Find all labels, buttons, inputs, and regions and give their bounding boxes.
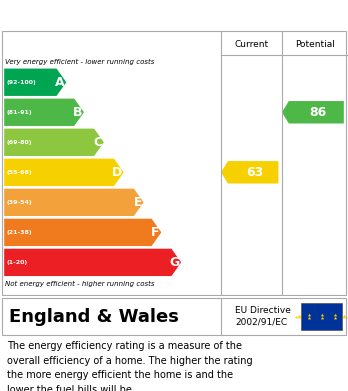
Text: B: B <box>73 106 82 119</box>
Text: (1-20): (1-20) <box>7 260 28 265</box>
Polygon shape <box>4 249 181 276</box>
Text: 63: 63 <box>246 166 263 179</box>
Polygon shape <box>4 159 124 186</box>
Polygon shape <box>221 161 278 183</box>
Text: England & Wales: England & Wales <box>9 307 179 325</box>
Bar <box>301 303 342 330</box>
Text: EU Directive
2002/91/EC: EU Directive 2002/91/EC <box>235 306 291 327</box>
Text: (69-80): (69-80) <box>7 140 32 145</box>
Polygon shape <box>282 101 344 124</box>
Bar <box>2 298 346 335</box>
Text: Not energy efficient - higher running costs: Not energy efficient - higher running co… <box>5 281 155 287</box>
Text: G: G <box>169 256 180 269</box>
Text: A: A <box>55 76 65 89</box>
Text: 86: 86 <box>309 106 327 119</box>
Text: (92-100): (92-100) <box>7 80 37 85</box>
Text: C: C <box>93 136 102 149</box>
Polygon shape <box>4 129 104 156</box>
Polygon shape <box>4 188 144 216</box>
Polygon shape <box>4 219 161 246</box>
Text: E: E <box>133 196 142 209</box>
Text: Energy Efficiency Rating: Energy Efficiency Rating <box>10 7 220 23</box>
Text: Very energy efficient - lower running costs: Very energy efficient - lower running co… <box>5 59 155 65</box>
Text: The energy efficiency rating is a measure of the
overall efficiency of a home. T: The energy efficiency rating is a measur… <box>7 341 253 391</box>
Text: (55-68): (55-68) <box>7 170 33 175</box>
Polygon shape <box>4 68 66 96</box>
Text: (81-91): (81-91) <box>7 110 33 115</box>
Text: (39-54): (39-54) <box>7 200 33 205</box>
Polygon shape <box>4 99 84 126</box>
Text: F: F <box>151 226 160 239</box>
Text: Current: Current <box>234 40 269 49</box>
Text: (21-38): (21-38) <box>7 230 33 235</box>
Text: D: D <box>112 166 122 179</box>
Text: Potential: Potential <box>295 40 335 49</box>
